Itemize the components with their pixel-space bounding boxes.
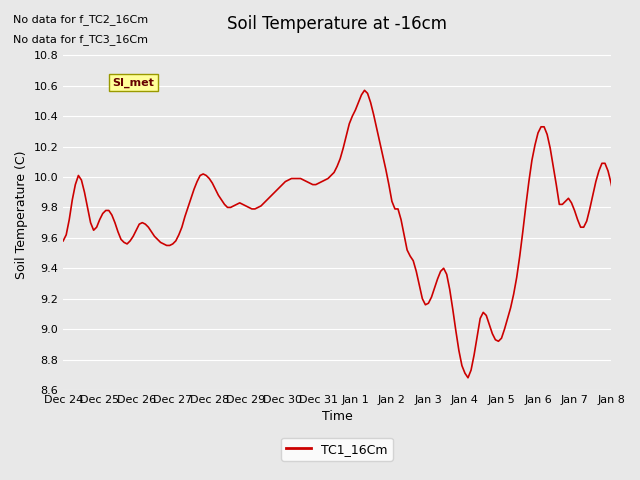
Legend: TC1_16Cm: TC1_16Cm: [282, 438, 393, 461]
Text: SI_met: SI_met: [113, 78, 154, 88]
Text: No data for f_TC2_16Cm: No data for f_TC2_16Cm: [13, 14, 148, 25]
Title: Soil Temperature at -16cm: Soil Temperature at -16cm: [227, 15, 447, 33]
Y-axis label: Soil Temperature (C): Soil Temperature (C): [15, 151, 28, 279]
X-axis label: Time: Time: [322, 410, 353, 423]
Text: No data for f_TC3_16Cm: No data for f_TC3_16Cm: [13, 34, 148, 45]
